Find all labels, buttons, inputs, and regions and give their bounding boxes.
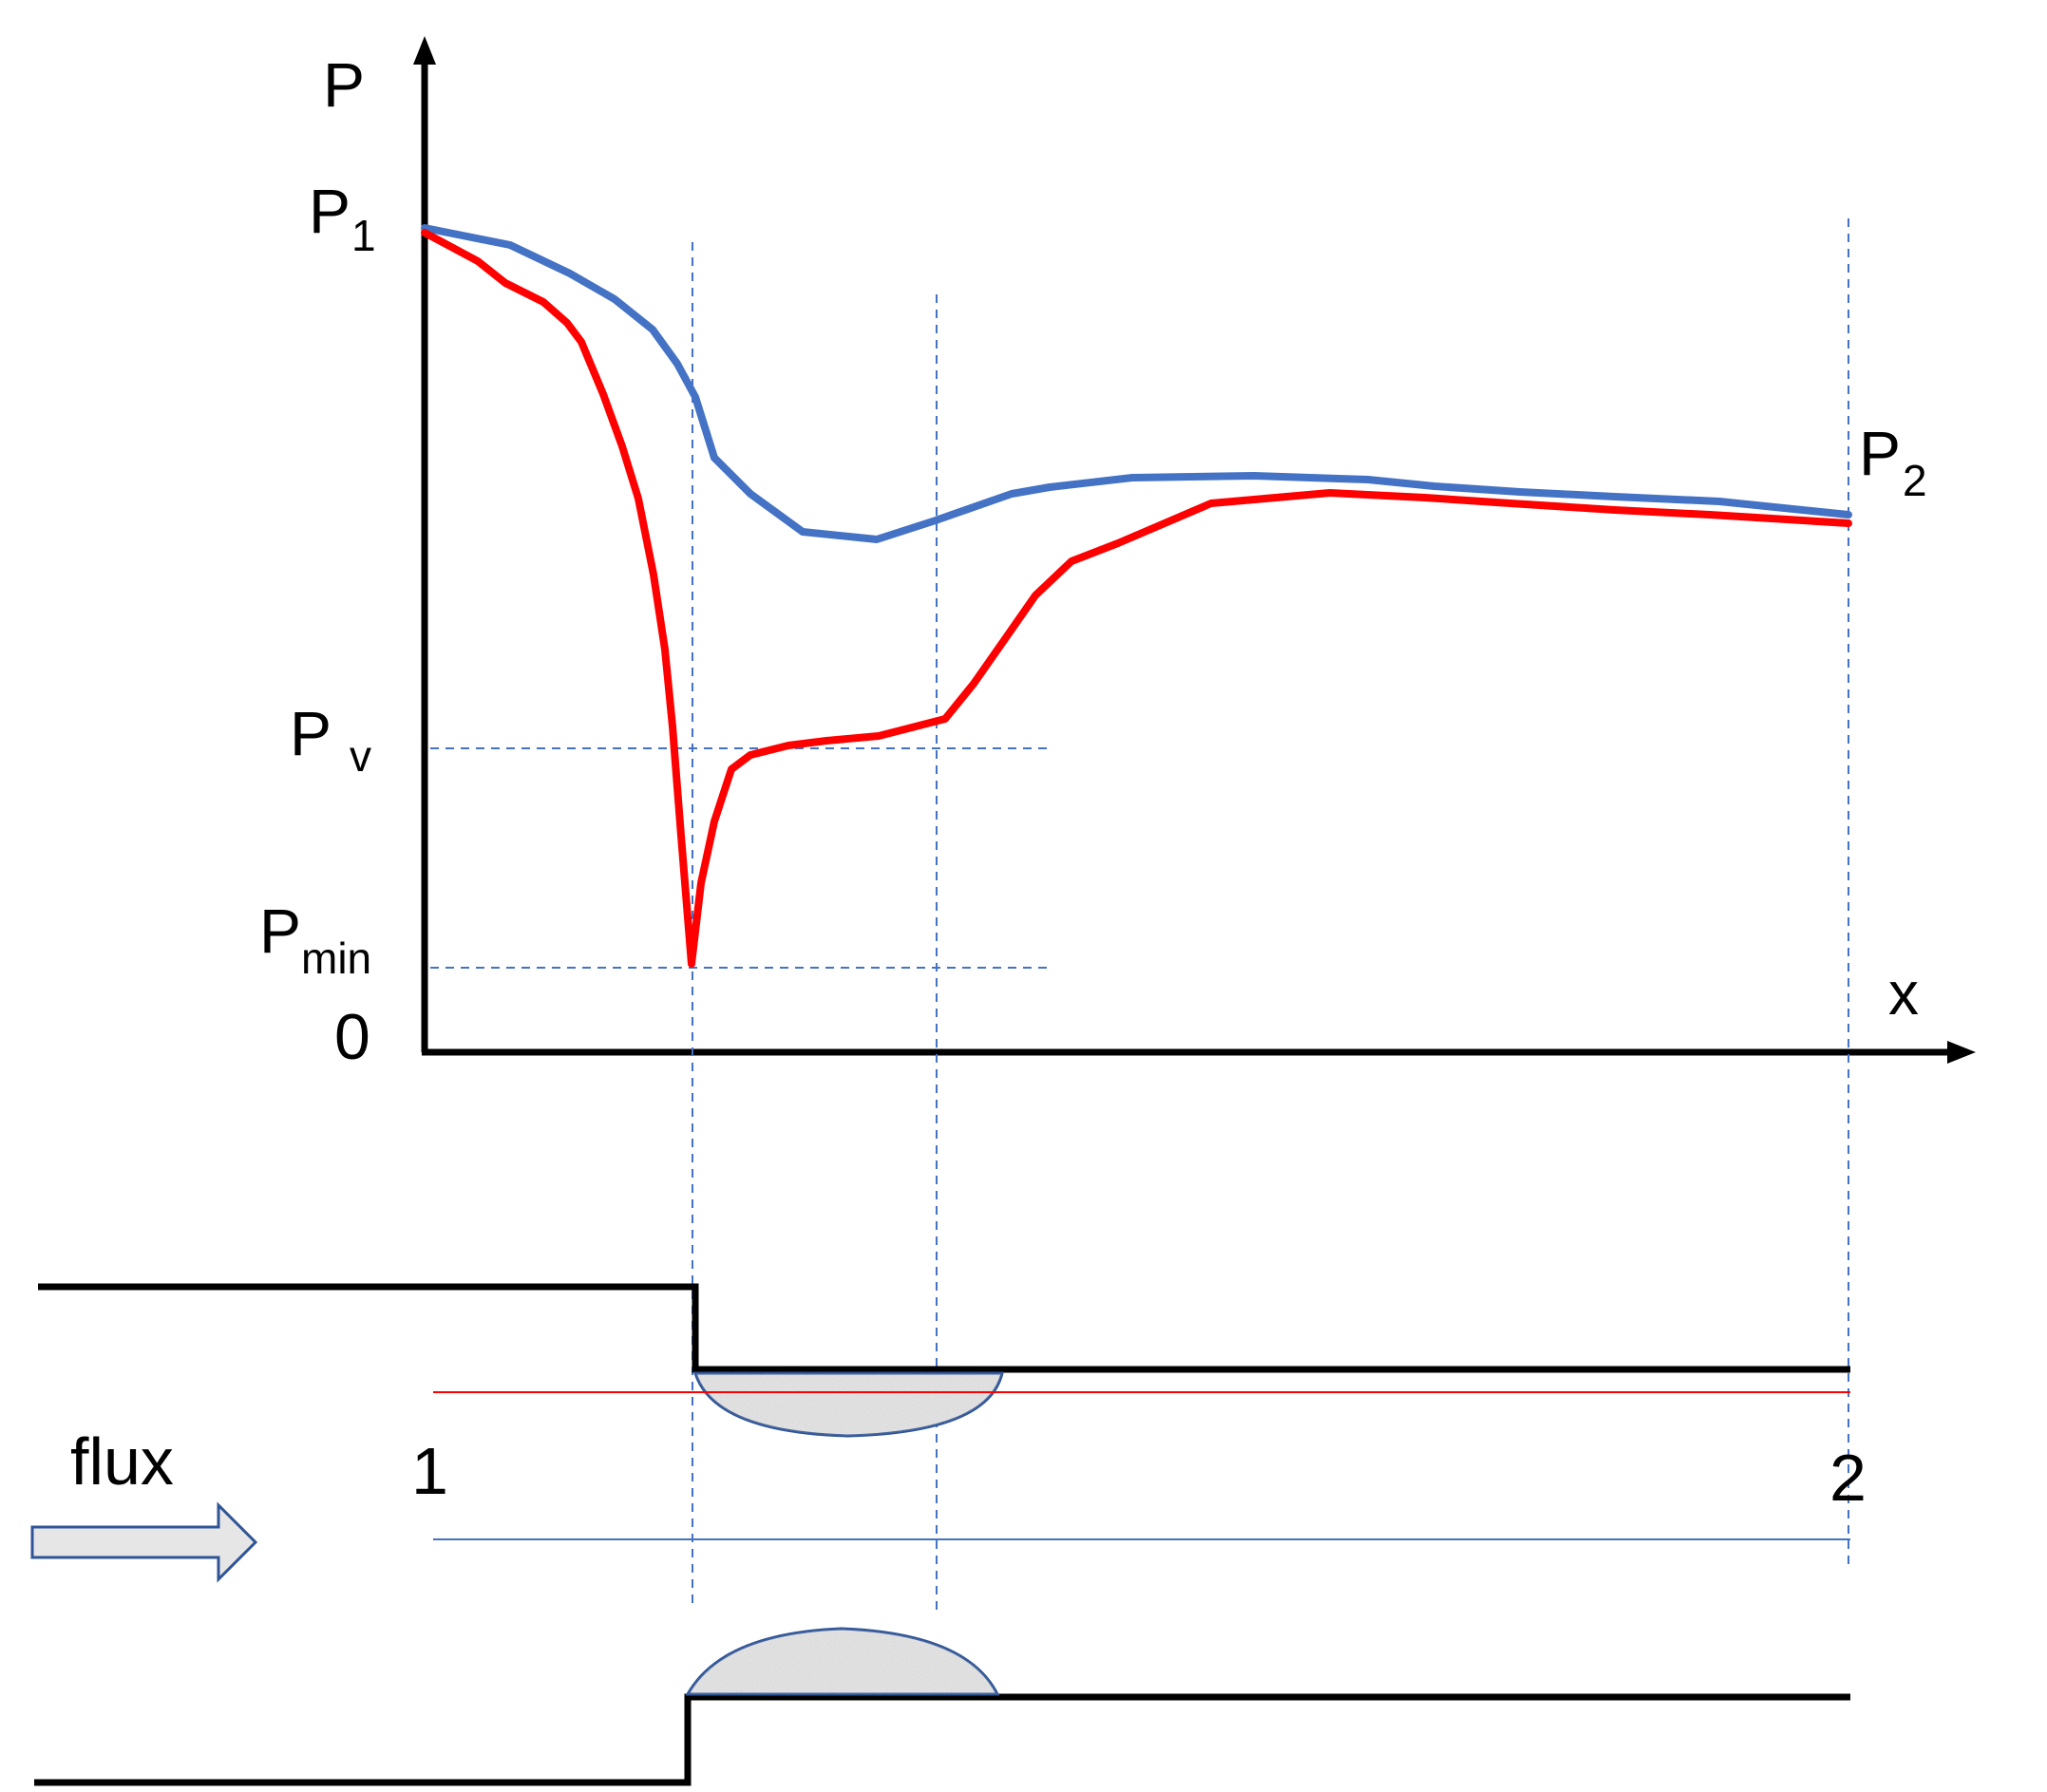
pmin-label: P (259, 896, 301, 966)
p2-subscript: 2 (1903, 456, 1927, 505)
pipe-lower-wall (34, 1693, 1850, 1786)
pipe-walls (34, 1283, 1850, 1786)
p1-subscript: 1 (351, 211, 376, 260)
cavitation-bubble-lower (685, 1627, 1000, 1696)
origin-zero-label: 0 (334, 1001, 370, 1073)
pressure-curve-no-cavitation (421, 224, 1852, 543)
pv-label: P (290, 698, 332, 768)
pressure-curve-cavitation (421, 229, 1852, 968)
pmin-subscript: min (301, 934, 371, 983)
y-axis-label: P (323, 49, 365, 120)
x-axis-label: x (1888, 959, 1919, 1028)
x-axis-arrowhead (1947, 1041, 1976, 1064)
p1-label: P (309, 176, 351, 246)
y-axis-arrowhead (413, 36, 436, 65)
p2-label: P (1859, 418, 1901, 488)
flux-label: flux (70, 1424, 174, 1499)
pv-subscript: v (350, 731, 371, 781)
cavitation-bubble-upper (692, 1371, 1004, 1438)
guide-lines (430, 218, 1849, 1610)
section-2-label: 2 (1829, 1441, 1867, 1515)
pipe-upper-wall (38, 1283, 1850, 1373)
flux-arrow-icon (30, 1501, 258, 1583)
section-1-label: 1 (411, 1434, 448, 1508)
plot-axes (413, 36, 1976, 1064)
